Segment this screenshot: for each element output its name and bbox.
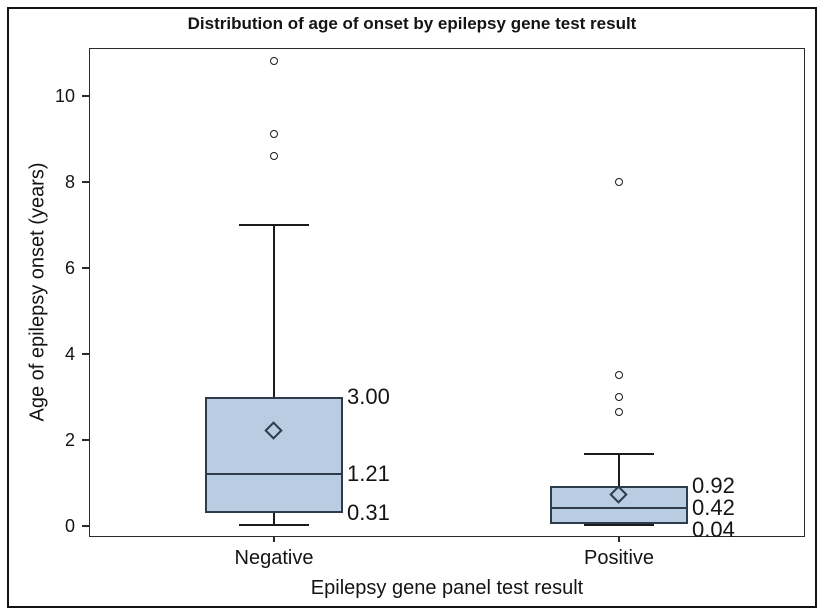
x-axis-tick	[618, 536, 620, 542]
plot-frame	[89, 48, 805, 537]
upper-whisker-line	[618, 454, 620, 487]
x-axis-title: Epilepsy gene panel test result	[310, 577, 584, 599]
y-axis-tick	[82, 353, 89, 355]
category-label: Positive	[583, 547, 655, 569]
box-stat-label: 0.31	[347, 499, 390, 525]
outlier-point	[614, 177, 623, 186]
y-axis-tick	[82, 267, 89, 269]
y-axis-tick-label: 6	[64, 258, 75, 278]
lower-whisker-cap	[239, 524, 309, 527]
figure-border	[7, 7, 817, 608]
outlier-point	[614, 371, 623, 379]
y-axis-tick-label: 2	[64, 430, 75, 450]
median-line	[205, 472, 343, 476]
y-axis-tick	[82, 95, 89, 97]
y-axis-tick-label: 10	[54, 86, 75, 106]
upper-whisker-cap	[584, 453, 654, 456]
y-axis-tick	[82, 181, 89, 183]
box	[550, 486, 688, 525]
outlier-point	[269, 130, 278, 139]
outlier-point	[614, 392, 623, 401]
y-axis-title: Age of epilepsy onset (years)	[26, 162, 49, 422]
upper-whisker-line	[273, 225, 275, 397]
upper-whisker-cap	[239, 224, 309, 226]
outlier-point	[269, 151, 278, 160]
box-stat-label: 1.21	[347, 460, 390, 486]
box-stat-label: 3.00	[347, 384, 390, 409]
box	[205, 397, 343, 513]
box-stat-label: 0.42	[692, 495, 735, 521]
y-axis-tick	[82, 525, 89, 527]
y-axis-tick-label: 8	[64, 172, 75, 192]
x-axis-tick	[273, 536, 275, 542]
box-stat-label: 0.04	[692, 517, 735, 543]
y-axis-tick	[82, 439, 89, 441]
lower-whisker-cap	[584, 524, 654, 527]
outlier-point	[269, 57, 278, 66]
median-line	[550, 506, 688, 510]
lower-whisker-line	[273, 512, 275, 526]
category-label: Negative	[234, 547, 314, 569]
y-axis-tick-label: 4	[64, 344, 75, 364]
outlier-point	[614, 407, 623, 416]
chart-title: Distribution of age of onset by epilepsy…	[187, 14, 637, 33]
box-stat-label: 0.92	[692, 473, 735, 499]
y-axis-tick-label: 0	[64, 516, 75, 536]
